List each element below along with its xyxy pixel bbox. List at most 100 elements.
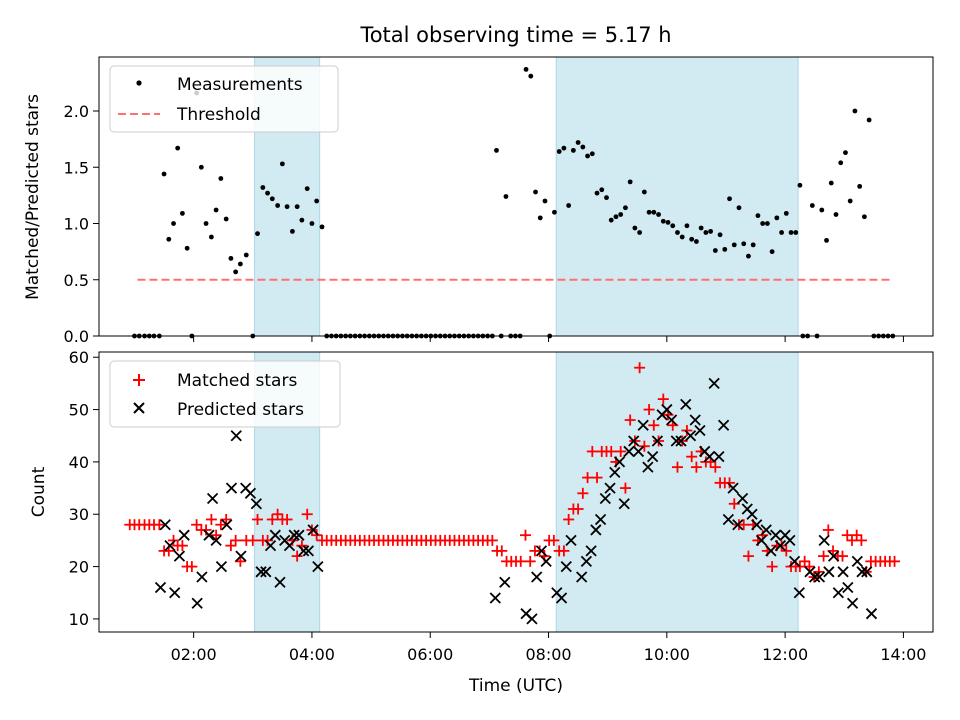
measurement-point (764, 221, 770, 226)
ratio-y-axis: 0.0 0.5 1.0 1.5 2.0 (64, 102, 99, 346)
matched-star-marker (624, 414, 636, 426)
measurement-point (838, 160, 844, 166)
measurement-point (594, 190, 600, 196)
measurement-point (651, 209, 657, 215)
measurement-point (552, 209, 557, 215)
matched-star-marker (742, 550, 754, 562)
predicted-star-marker (312, 560, 324, 573)
measurement-point (604, 195, 609, 201)
predicted-star-marker (499, 576, 511, 588)
matched-star-marker (191, 519, 203, 531)
measurement-point (228, 255, 234, 261)
predicted-star-marker (684, 430, 697, 442)
measurement-point (294, 204, 300, 210)
measurement-point (599, 187, 605, 193)
measurement-point (585, 153, 590, 159)
measurement-point (824, 237, 829, 243)
measurement-point (523, 66, 529, 72)
predicted-star-marker (760, 524, 772, 536)
predicted-star-marker (274, 576, 286, 588)
measurement-point (833, 212, 839, 217)
measurement-point (852, 108, 858, 114)
predicted-star-marker (793, 587, 805, 599)
predicted-star-marker (244, 487, 257, 499)
predicted-star-marker (823, 566, 835, 578)
predicted-star-marker (642, 461, 654, 473)
measurement-point (203, 221, 209, 226)
matched-star-marker (724, 477, 736, 489)
measurement-point (589, 151, 595, 157)
matched-star-marker (634, 362, 646, 374)
y-tick-label: 1.0 (64, 215, 89, 234)
matched-star-marker (153, 519, 165, 531)
matched-star-marker (615, 445, 627, 457)
measurement-point (736, 205, 742, 211)
predicted-star-marker (708, 377, 720, 390)
matched-star-marker (799, 555, 811, 567)
predicted-star-marker (865, 608, 878, 620)
measurement-point (809, 203, 815, 208)
ratio-plot-frame (98, 56, 934, 337)
matched-star-marker (225, 540, 237, 552)
y-tick-label: 1.5 (64, 158, 89, 177)
predicted-star-marker (856, 566, 868, 578)
measurement-point (218, 176, 224, 181)
matched-star-marker (301, 508, 313, 520)
measurement-point (608, 217, 614, 223)
predicted-star-marker (580, 555, 593, 567)
measurement-point (503, 194, 509, 199)
matched-star-marker (558, 545, 570, 557)
measurement-point (670, 223, 676, 229)
matched-star-marker (681, 425, 693, 437)
predicted-star-marker (221, 519, 233, 531)
matched-star-marker (186, 561, 198, 573)
predicted-star-marker (694, 424, 706, 437)
predicted-star-marker (565, 534, 577, 547)
predicted-star-marker (215, 560, 228, 573)
matched-star-marker (563, 513, 575, 525)
predicted-star-marker (230, 430, 242, 442)
measurement-point (703, 230, 709, 235)
measurement-point (566, 203, 572, 208)
measurement-point (570, 147, 576, 153)
predicted-stars-points (154, 377, 878, 625)
shaded-interval (555, 56, 799, 337)
matched-star-marker (643, 404, 655, 416)
measurement-point (299, 217, 305, 223)
count-x-axis: 02:00 04:00 06:00 08:00 10:00 12:00 14:00 (171, 632, 926, 664)
predicted-star-marker (225, 482, 238, 494)
measurement-point (613, 214, 619, 220)
predicted-star-marker (637, 419, 649, 431)
measurement-point (698, 225, 704, 231)
predicted-star-marker (535, 545, 548, 557)
measurement-point (857, 183, 863, 189)
measurement-point (255, 231, 260, 237)
measurement-point (279, 161, 285, 167)
measurement-point (646, 209, 652, 215)
predicted-star-marker (774, 540, 787, 552)
measurement-point (708, 228, 713, 234)
measurement-point (717, 232, 723, 238)
measurement-point (689, 236, 695, 242)
predicted-star-marker (293, 529, 305, 541)
measurement-point (208, 234, 214, 240)
predicted-star-marker (594, 513, 607, 526)
predicted-star-marker (722, 513, 734, 526)
matched-star-marker (230, 534, 242, 546)
matched-star-marker (766, 561, 778, 573)
measurement-point (746, 253, 751, 259)
ratio-x-ticks (193, 336, 904, 342)
predicted-star-marker (818, 534, 830, 547)
predicted-star-marker (154, 581, 167, 594)
predicted-star-marker (288, 529, 300, 541)
y-tick-label: 20 (69, 558, 89, 577)
measurement-point (284, 204, 290, 210)
matched-star-marker (582, 472, 594, 484)
matched-star-marker (841, 529, 853, 541)
predicted-star-marker (604, 482, 616, 494)
matched-star-marker (818, 550, 830, 562)
matched-star-marker (548, 534, 560, 546)
predicted-star-marker (788, 555, 801, 567)
measurement-point (675, 230, 680, 235)
